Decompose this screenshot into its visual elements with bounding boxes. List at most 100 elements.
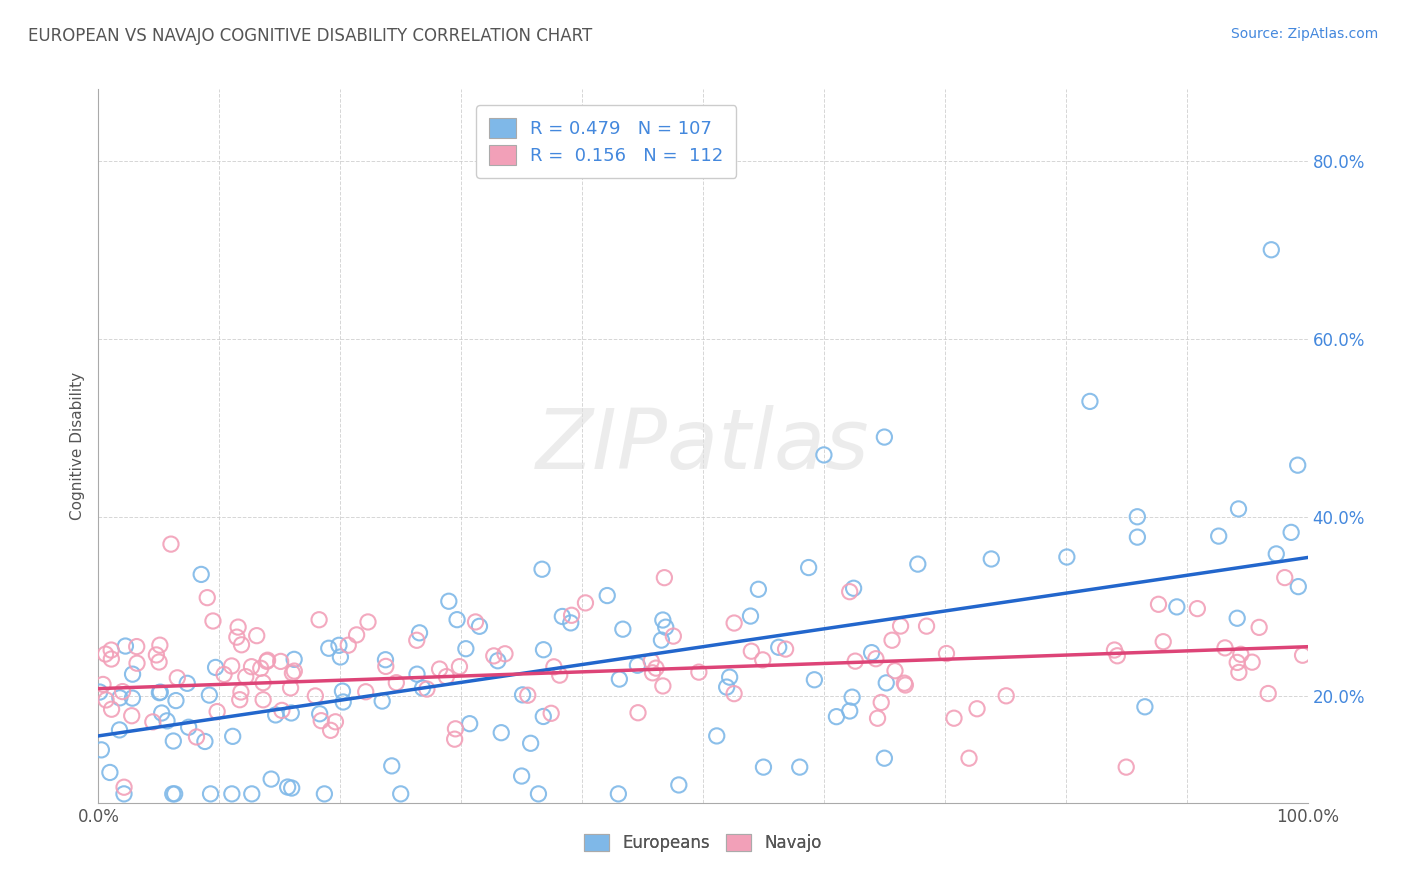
Point: [108, 723, 131, 737]
Point: [91, 677, 114, 691]
Point: [385, 675, 408, 690]
Point: [1257, 686, 1279, 700]
Point: [612, 622, 634, 636]
Point: [1078, 394, 1101, 409]
Point: [280, 780, 302, 795]
Point: [775, 642, 797, 657]
Point: [94, 693, 117, 707]
Point: [374, 653, 396, 667]
Point: [270, 703, 292, 717]
Point: [527, 787, 550, 801]
Point: [389, 787, 412, 801]
Point: [437, 594, 460, 608]
Point: [866, 711, 889, 725]
Point: [641, 665, 664, 680]
Point: [318, 641, 340, 656]
Point: [768, 640, 790, 655]
Point: [332, 684, 354, 698]
Point: [468, 619, 491, 633]
Point: [943, 711, 966, 725]
Point: [548, 668, 571, 682]
Point: [1286, 458, 1309, 472]
Point: [654, 620, 676, 634]
Point: [112, 780, 135, 795]
Point: [662, 629, 685, 643]
Point: [328, 638, 350, 652]
Point: [1126, 530, 1149, 544]
Point: [966, 702, 988, 716]
Point: [464, 615, 486, 629]
Point: [121, 667, 143, 681]
Point: [873, 430, 896, 444]
Point: [512, 688, 534, 702]
Point: [489, 725, 512, 739]
Point: [198, 688, 221, 702]
Point: [408, 625, 430, 640]
Point: [114, 639, 136, 653]
Point: [325, 714, 347, 729]
Point: [803, 673, 825, 687]
Point: [626, 658, 648, 673]
Point: [747, 582, 769, 597]
Point: [1187, 601, 1209, 615]
Point: [309, 714, 332, 728]
Point: [200, 787, 222, 801]
Point: [915, 619, 938, 633]
Point: [1265, 547, 1288, 561]
Point: [893, 676, 915, 690]
Point: [516, 688, 538, 702]
Point: [651, 613, 673, 627]
Point: [98, 765, 121, 780]
Point: [510, 769, 533, 783]
Point: [108, 690, 131, 705]
Point: [645, 661, 668, 675]
Point: [706, 729, 728, 743]
Point: [751, 653, 773, 667]
Point: [308, 613, 330, 627]
Point: [486, 654, 509, 668]
Point: [357, 615, 380, 629]
Point: [281, 666, 304, 681]
Point: [449, 659, 471, 673]
Point: [177, 720, 200, 734]
Point: [668, 778, 690, 792]
Point: [221, 659, 243, 673]
Point: [240, 659, 263, 673]
Point: [789, 760, 811, 774]
Point: [412, 681, 434, 695]
Point: [875, 676, 897, 690]
Point: [148, 686, 170, 700]
Point: [1227, 502, 1250, 516]
Point: [162, 734, 184, 748]
Point: [716, 680, 738, 694]
Point: [1260, 243, 1282, 257]
Point: [561, 608, 583, 623]
Point: [574, 596, 596, 610]
Point: [221, 787, 243, 801]
Point: [231, 638, 253, 652]
Point: [1279, 525, 1302, 540]
Point: [1213, 640, 1236, 655]
Point: [650, 633, 672, 648]
Point: [225, 630, 247, 644]
Point: [1115, 760, 1137, 774]
Point: [1056, 549, 1078, 564]
Point: [149, 638, 172, 652]
Point: [718, 670, 741, 684]
Point: [995, 689, 1018, 703]
Point: [443, 732, 465, 747]
Point: [454, 641, 477, 656]
Point: [860, 646, 883, 660]
Point: [100, 702, 122, 716]
Point: [482, 648, 505, 663]
Point: [374, 659, 396, 673]
Point: [543, 660, 565, 674]
Point: [1133, 699, 1156, 714]
Point: [337, 638, 360, 652]
Point: [166, 671, 188, 685]
Point: [165, 693, 187, 707]
Point: [205, 705, 228, 719]
Point: [651, 679, 673, 693]
Point: [980, 552, 1002, 566]
Point: [256, 653, 278, 667]
